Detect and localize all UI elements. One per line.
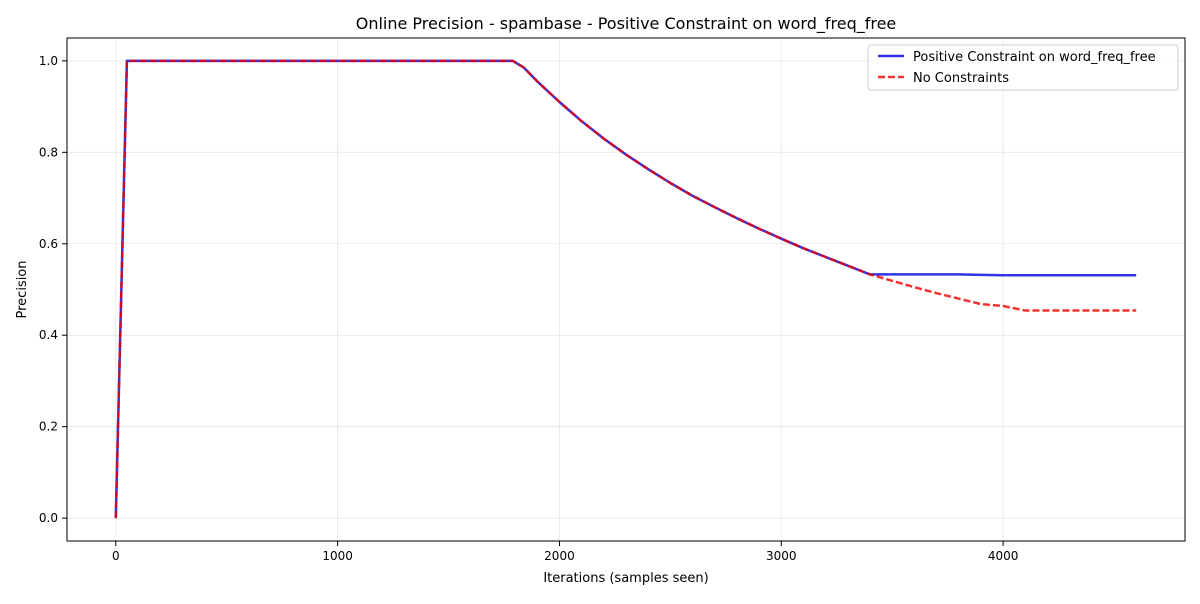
- y-tick-label: 1.0: [39, 54, 58, 68]
- x-tick-label: 0: [112, 549, 120, 563]
- chart-title: Online Precision - spambase - Positive C…: [356, 14, 897, 34]
- x-tick-label: 3000: [766, 549, 797, 563]
- x-axis-label: Iterations (samples seen): [543, 571, 708, 586]
- legend: Positive Constraint on word_freq_free No…: [867, 44, 1179, 91]
- legend-box: [867, 44, 1179, 91]
- x-axis-ticks: 0 1000 2000 3000 4000: [112, 541, 1018, 563]
- y-axis-label: Precision: [15, 260, 30, 318]
- legend-label-positive-constraint: Positive Constraint on word_freq_free: [913, 50, 1156, 65]
- legend-label-no-constraints: No Constraints: [913, 71, 1009, 86]
- plot-frame: [66, 37, 1186, 542]
- y-tick-label: 0.0: [39, 511, 58, 525]
- x-tick-label: 2000: [544, 549, 575, 563]
- y-axis-ticks: 0.0 0.2 0.4 0.6 0.8 1.0: [39, 54, 67, 525]
- series-line-no-constraints: [114, 59, 1137, 519]
- y-tick-label: 0.2: [39, 420, 58, 434]
- x-tick-label: 4000: [988, 549, 1019, 563]
- y-tick-label: 0.6: [39, 237, 58, 251]
- y-tick-label: 0.4: [39, 328, 58, 342]
- series-lines: [114, 59, 1137, 519]
- x-tick-label: 1000: [322, 549, 353, 563]
- y-tick-label: 0.8: [39, 145, 58, 159]
